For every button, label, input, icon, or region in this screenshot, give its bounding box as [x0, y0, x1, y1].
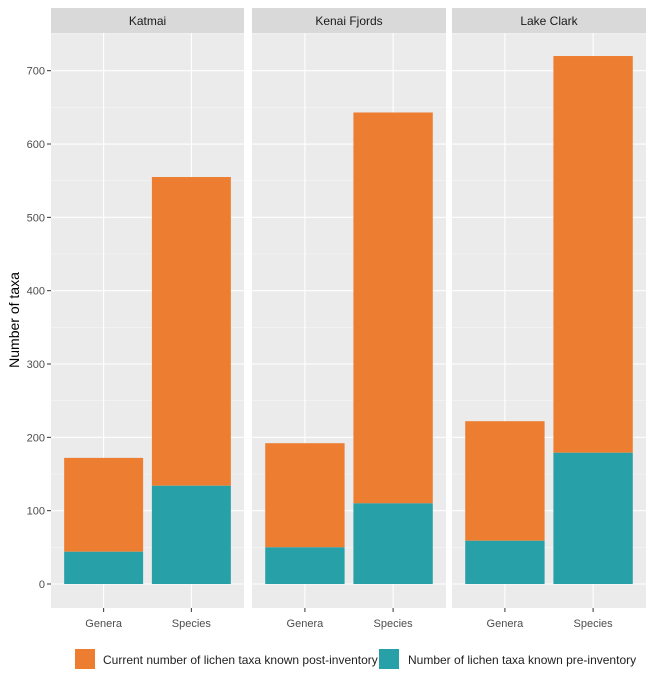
facet-strip [51, 8, 244, 33]
x-tick-label: Species [374, 618, 414, 630]
facet-panel-katmai: Katmai Genera Species [51, 8, 244, 630]
legend-swatch-post-inventory [75, 649, 95, 669]
y-axis-title: Number of taxa [6, 272, 22, 368]
bar-post-inventory-species [151, 177, 231, 486]
legend: Current number of lichen taxa known post… [75, 649, 636, 669]
facet-label: Lake Clark [520, 14, 578, 28]
bar-pre-inventory-species [151, 485, 231, 584]
bar-pre-inventory-genera [465, 540, 545, 584]
facet-strip [452, 8, 646, 33]
bar-post-inventory-genera [265, 443, 345, 548]
y-tick-label: 300 [27, 359, 45, 371]
bar-post-inventory-genera [465, 421, 545, 541]
y-tick-label: 200 [27, 432, 45, 444]
y-tick-label: 600 [27, 139, 45, 151]
bar-pre-inventory-species [353, 503, 433, 584]
x-tick-label: Genera [85, 618, 123, 630]
bar-pre-inventory-genera [265, 547, 345, 584]
x-tick-label: Species [574, 618, 614, 630]
legend-swatch-pre-inventory [379, 649, 399, 669]
y-tick-label: 700 [27, 66, 45, 78]
x-tick-label: Genera [487, 618, 525, 630]
facet-panel-lake-clark: Lake Clark Genera Species [452, 8, 646, 630]
y-tick-label: 400 [27, 286, 45, 298]
bar-post-inventory-genera [64, 457, 144, 552]
bar-pre-inventory-species [553, 452, 633, 584]
x-tick-label: Species [172, 618, 212, 630]
y-tick-label: 100 [27, 506, 45, 518]
y-tick-label: 0 [39, 579, 45, 591]
facet-strip [252, 8, 446, 33]
bar-post-inventory-species [553, 56, 633, 453]
legend-label-pre-inventory: Number of lichen taxa known pre-inventor… [408, 653, 636, 667]
facet-label: Kenai Fjords [315, 14, 382, 28]
facet-panel-kenai-fjords: Kenai Fjords Genera Species [252, 8, 446, 630]
y-tick-label: 500 [27, 212, 45, 224]
bar-post-inventory-species [353, 112, 433, 504]
facet-label: Katmai [129, 14, 166, 28]
bar-pre-inventory-genera [64, 551, 144, 584]
legend-label-post-inventory: Current number of lichen taxa known post… [103, 653, 378, 667]
x-tick-label: Genera [287, 618, 325, 630]
